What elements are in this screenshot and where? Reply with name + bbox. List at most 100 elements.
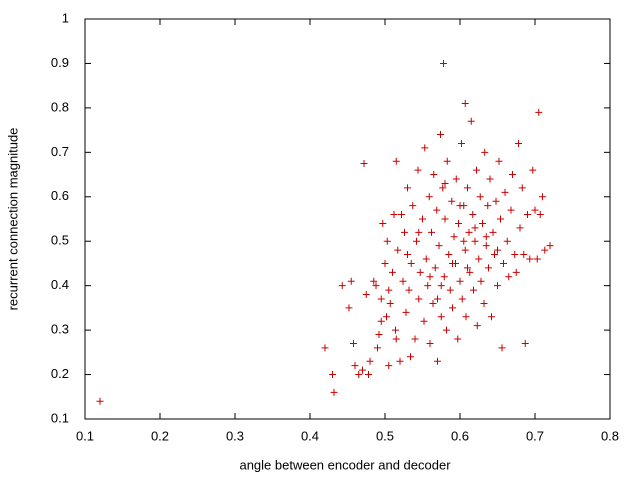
- point: [485, 264, 492, 272]
- point: [458, 295, 466, 303]
- point: [479, 219, 486, 227]
- point: [430, 171, 438, 179]
- point: [491, 251, 498, 259]
- point: [414, 166, 422, 174]
- point: [500, 259, 507, 267]
- point: [456, 277, 464, 285]
- point: [541, 246, 549, 254]
- point: [394, 246, 402, 254]
- point: [464, 184, 471, 192]
- x-tick-label: 0.4: [301, 428, 319, 443]
- point: [383, 313, 390, 321]
- y-tick-label: 1: [62, 10, 69, 25]
- point: [435, 242, 443, 250]
- point: [350, 339, 357, 347]
- y-tick-label: 0.2: [51, 366, 69, 381]
- point: [482, 242, 490, 250]
- point: [521, 339, 529, 347]
- point: [462, 313, 470, 321]
- point: [501, 188, 509, 196]
- point: [396, 357, 404, 365]
- point: [440, 273, 448, 281]
- point: [372, 282, 380, 290]
- point: [441, 179, 449, 187]
- y-tick-label: 0.3: [51, 322, 69, 337]
- point: [507, 206, 515, 214]
- point: [484, 202, 492, 210]
- point: [377, 317, 385, 325]
- point: [526, 255, 534, 263]
- point: [379, 219, 387, 227]
- point: [505, 273, 513, 281]
- point: [446, 286, 454, 294]
- point: [441, 215, 449, 223]
- point: [377, 295, 385, 303]
- x-tick-label: 0.1: [76, 428, 94, 443]
- point: [426, 339, 434, 347]
- point: [465, 228, 473, 236]
- point: [471, 237, 479, 245]
- point: [355, 371, 363, 379]
- point: [498, 344, 506, 352]
- point: [449, 304, 456, 312]
- point: [402, 308, 410, 316]
- point: [512, 268, 520, 276]
- point: [431, 264, 439, 272]
- point: [454, 335, 462, 343]
- point: [409, 202, 417, 210]
- point: [381, 259, 389, 267]
- y-tick-label: 0.7: [51, 144, 69, 159]
- point: [518, 184, 526, 192]
- point: [488, 313, 495, 321]
- point: [448, 197, 456, 205]
- point: [467, 117, 475, 125]
- x-axis-label: angle between encoder and decoder: [239, 457, 451, 472]
- point: [494, 282, 501, 290]
- point: [413, 237, 420, 245]
- point: [529, 166, 537, 174]
- point: [351, 362, 359, 370]
- x-tick-label: 0.3: [226, 428, 244, 443]
- point: [460, 237, 468, 245]
- point: [375, 331, 383, 339]
- point: [449, 259, 456, 267]
- point: [419, 215, 426, 223]
- point: [366, 357, 374, 365]
- point: [461, 246, 469, 254]
- x-tick-label: 0.6: [451, 428, 469, 443]
- point: [370, 277, 378, 285]
- x-tick-label: 0.5: [376, 428, 394, 443]
- point: [96, 397, 104, 405]
- y-tick-label: 0.8: [51, 99, 69, 114]
- point: [437, 131, 444, 139]
- point: [546, 242, 554, 250]
- point: [399, 277, 407, 285]
- point: [439, 184, 447, 192]
- point: [420, 317, 428, 325]
- point: [390, 211, 398, 219]
- point: [464, 264, 471, 272]
- point: [404, 184, 411, 192]
- point: [389, 268, 396, 276]
- point: [524, 211, 531, 219]
- point: [385, 286, 393, 294]
- point: [469, 211, 477, 219]
- point: [437, 313, 445, 321]
- point: [476, 193, 484, 201]
- point: [415, 295, 423, 303]
- point: [445, 251, 453, 259]
- point: [470, 286, 477, 294]
- point: [511, 251, 519, 259]
- point: [531, 206, 539, 214]
- point: [455, 219, 462, 227]
- point: [495, 157, 503, 165]
- point: [433, 206, 441, 214]
- point: [405, 286, 413, 294]
- point: [425, 193, 433, 201]
- point: [515, 139, 522, 147]
- plot-frame: [84, 18, 611, 420]
- point: [497, 215, 504, 223]
- point: [421, 144, 429, 152]
- point: [329, 371, 336, 379]
